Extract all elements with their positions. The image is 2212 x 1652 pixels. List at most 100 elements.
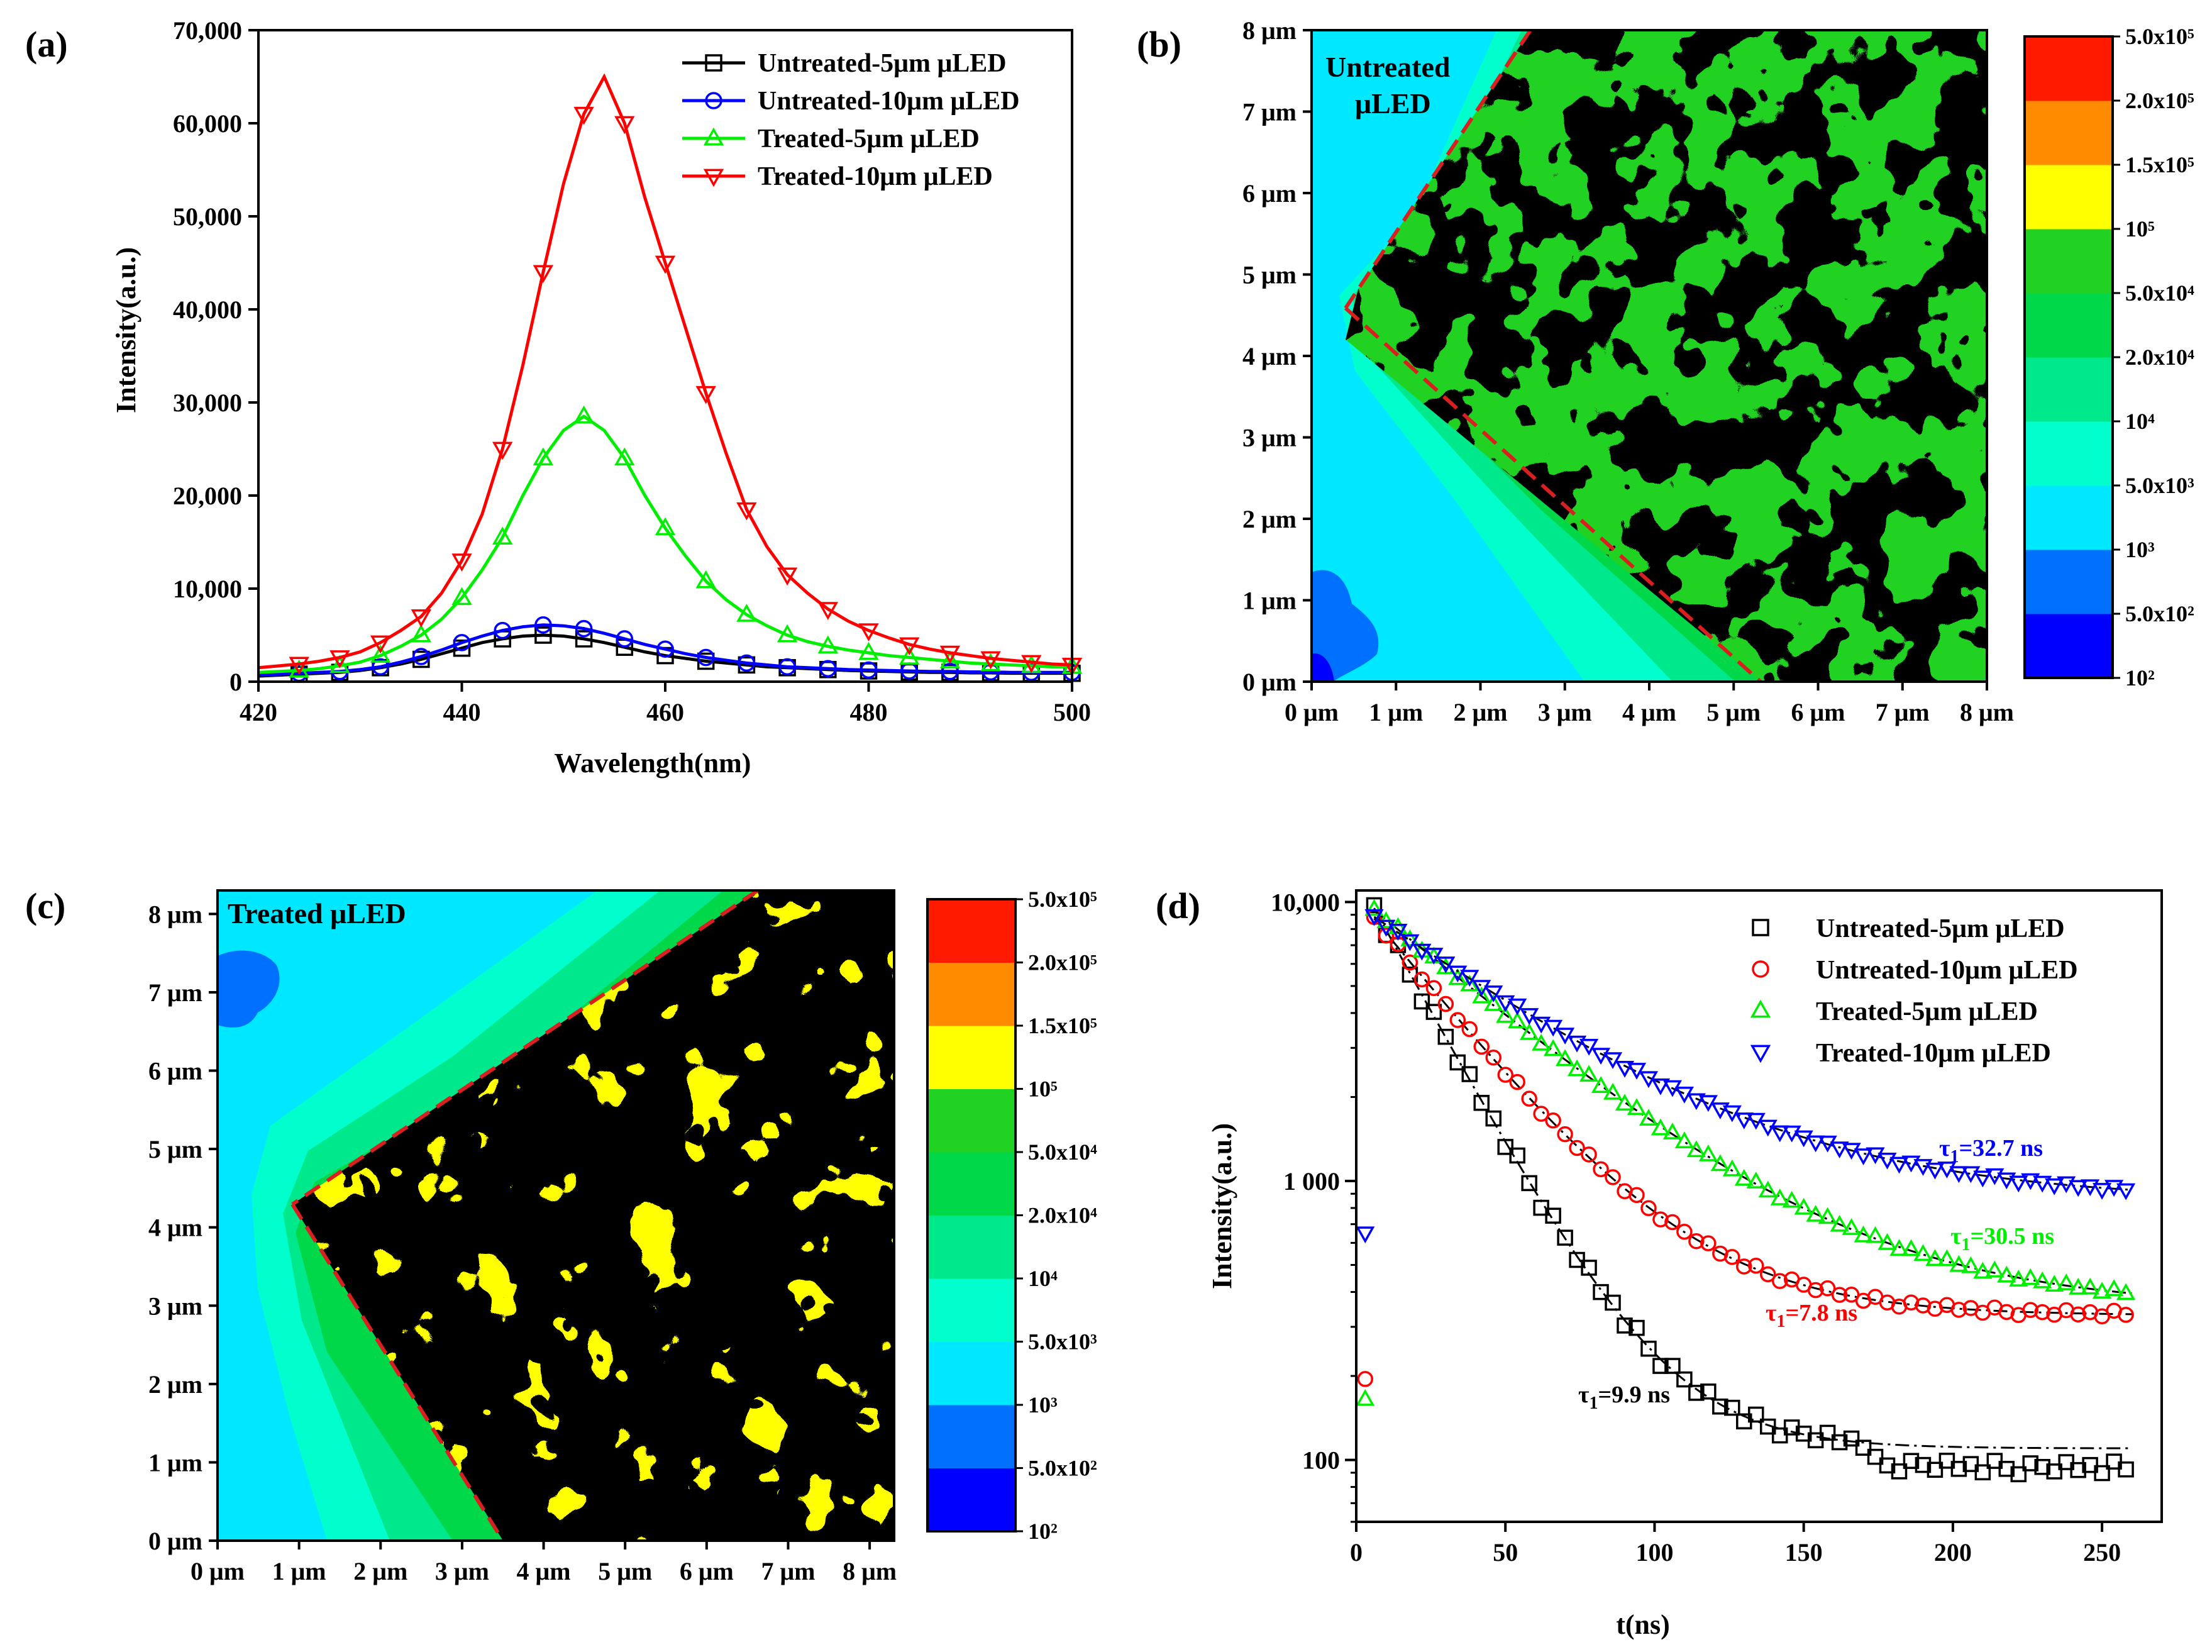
- panel-d-series-2-point: [1997, 1265, 2016, 1283]
- panel-d-series-3-point: [1961, 1166, 1981, 1184]
- panel-d-series-0-point: [2094, 1465, 2110, 1482]
- panel-d-series-0-point: [1676, 1371, 1693, 1388]
- panel-d-series-2-point: [1722, 1159, 1742, 1177]
- panel-map-xtick-label: 1 μm: [272, 1557, 326, 1585]
- panel-d-xlabel: t(ns): [1616, 1609, 1670, 1640]
- colorbar-band: [2025, 293, 2113, 358]
- colorbar-band: [927, 1278, 1015, 1342]
- panel-d-ylabel: Intensity(a.u.): [1207, 1123, 1237, 1289]
- panel-d-series-3-point: [1400, 934, 1420, 951]
- panel-a-series-2-point: [533, 447, 554, 466]
- panel-d-series-2-point: [1710, 1154, 1730, 1172]
- panel-d-series-1-point: [1736, 1258, 1752, 1275]
- panel-d-series-3-point: [1412, 943, 1432, 961]
- colorbar-label: 10⁴: [1028, 1266, 1058, 1291]
- panel-map-xtick-label: 4 μm: [517, 1557, 571, 1585]
- colorbar-label: 10⁴: [2125, 409, 2155, 434]
- panel-map-ytick-label: 8 μm: [1242, 16, 1297, 45]
- panel-map-xtick-label: 2 μm: [1454, 698, 1508, 726]
- panel-map-ytick-label: 2 μm: [1242, 505, 1297, 533]
- panel-d-series-0-point: [1688, 1385, 1705, 1401]
- panel-d-series-2-point: [1460, 974, 1479, 992]
- panel-map-ytick-label: 5 μm: [148, 1135, 202, 1163]
- panel-d-series-3-point: [1364, 909, 1384, 926]
- panel-d-series-0-point: [1891, 1463, 1908, 1480]
- panel-d-series-0-point: [1843, 1430, 1860, 1447]
- panel-d-series-3-point: [1567, 1035, 1587, 1053]
- panel-d-series-1-point: [1449, 1012, 1466, 1028]
- panel-a-series-2-point: [655, 517, 676, 536]
- panel-a-ytick-label: 40,000: [173, 296, 242, 324]
- panel-d-series-0-point: [1521, 1175, 1537, 1192]
- panel-d-series-3-point: [1937, 1161, 1957, 1178]
- panel-d-series-2-point: [1770, 1189, 1789, 1206]
- panel-d-series-3-point: [1496, 995, 1515, 1012]
- panel-a-xtick-label: 460: [646, 698, 684, 726]
- panel-a-series-1-line: [258, 623, 1072, 677]
- panel-d-series-3-point: [1806, 1135, 1825, 1153]
- panel-d-series-0-point: [1485, 1110, 1501, 1127]
- panel-map-xtick-label: 1 μm: [1369, 698, 1423, 726]
- panel-a-series-2-point: [614, 447, 635, 466]
- panel-d-legend-label: Treated-5μm μLED: [1816, 997, 2038, 1026]
- panel-d-series-2-point: [1508, 1011, 1527, 1029]
- panel-d-series-2-point: [1830, 1214, 1849, 1232]
- panel-d-series-0-point: [1593, 1283, 1609, 1300]
- panel-a-series-2-point: [492, 526, 513, 545]
- panel-map-xtick-label: 8 μm: [843, 1557, 897, 1585]
- panel-d-series-2-point: [2081, 1277, 2100, 1295]
- tau-subscript: 1: [1777, 1312, 1786, 1331]
- panel-d-series-2-point: [1448, 968, 1468, 985]
- panel-a-legend-label: Untreated-5μm μLED: [758, 49, 1007, 78]
- colorbar-label: 1.5x10⁵: [2125, 152, 2194, 177]
- panel-d-series-0-point: [1497, 1139, 1513, 1155]
- panel-d-series-1-point: [1545, 1112, 1561, 1129]
- panel-d-series-3-point: [1448, 965, 1468, 983]
- panel-map-ytick-label: 5 μm: [1242, 261, 1297, 289]
- panel-d-series-2-point: [1544, 1039, 1563, 1056]
- colorbar-band: [927, 1405, 1015, 1468]
- panel-d-series-3-point: [1949, 1166, 1969, 1184]
- panel-a-series-3-point: [817, 602, 838, 620]
- panel-d-series-2-point: [2116, 1283, 2136, 1300]
- panel-d-series-1-point: [1497, 1067, 1513, 1083]
- panel-d-series-2-point: [1925, 1249, 1945, 1267]
- panel-d-series-1-point: [1473, 1038, 1490, 1055]
- panel-d-series-0-point: [1831, 1434, 1848, 1451]
- panel-d-series-3-point: [2057, 1176, 2076, 1194]
- panel-d-tau-label-1: τ1=7.8 ns: [1766, 1300, 1857, 1331]
- panel-d-series-0-point: [1950, 1461, 1967, 1477]
- panel-a-legend: Untreated-5μm μLED Untreated-10μm μLED Tre…: [682, 49, 1020, 191]
- panel-map-xtick-label: 3 μm: [435, 1557, 489, 1585]
- panel-d-series-0-point: [2070, 1461, 2086, 1478]
- panel-a-xtick-label: 480: [850, 698, 888, 726]
- panel-a-series-3-point: [858, 623, 879, 641]
- colorbar-label: 5.0x10²: [1028, 1456, 1097, 1481]
- panel-d-series-1-point: [1807, 1282, 1824, 1299]
- panel-d-fit-1: [1373, 917, 2132, 1316]
- tau-subscript: 1: [1950, 1147, 1959, 1167]
- panel-d-series-3-point: [2033, 1175, 2052, 1193]
- panel-d-series-1-point: [1593, 1161, 1609, 1178]
- panel-d-series-2-point: [1603, 1082, 1623, 1100]
- panel-a-ytick-label: 30,000: [173, 389, 242, 417]
- panel-d-series-3-point: [1603, 1052, 1623, 1070]
- panel-map-xtick-label: 7 μm: [1876, 698, 1930, 726]
- panel-d-series-0-point: [1449, 1054, 1466, 1071]
- panel-d-series-0-point: [1748, 1406, 1764, 1423]
- panel-map-xtick-label: 6 μm: [680, 1557, 734, 1585]
- panel-d-series-2-point: [1758, 1180, 1778, 1198]
- panel-d-series-3-point: [1651, 1078, 1671, 1095]
- panel-b-colorbar: 10² 5.0x10² 10³ 5.0x10³ 10⁴ 2.0x10⁴ 5.0x10⁴ 10⁵…: [2023, 24, 2194, 690]
- panel-d-series-0-point: [1366, 897, 1383, 914]
- panel-a-series-3-point: [736, 502, 757, 521]
- panel-a-series-3-point: [573, 106, 594, 125]
- panel-d-series-0-point: [1509, 1147, 1525, 1164]
- panel-d-tau-label-3: τ1=32.7 ns: [1939, 1135, 2043, 1167]
- panel-d-series-3-point: [2081, 1179, 2100, 1197]
- panel-d-series-0-point: [1473, 1095, 1490, 1111]
- panel-d-series-0-point: [1640, 1340, 1657, 1357]
- panel-d-series-3-point: [1854, 1148, 1873, 1166]
- panel-a-series-1-point: [941, 662, 959, 680]
- panel-a-label: (a): [25, 24, 68, 65]
